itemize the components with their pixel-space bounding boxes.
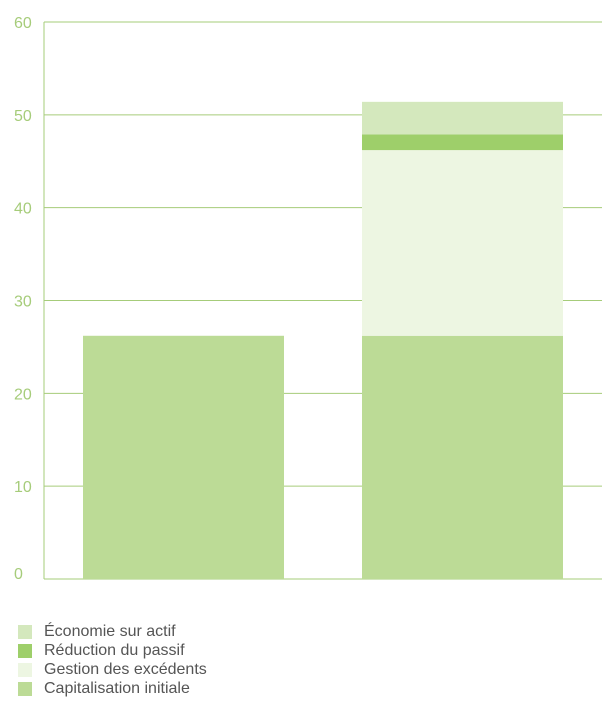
y-tick-label-10: 10 — [14, 479, 32, 496]
legend-label: Capitalisation initiale — [44, 680, 190, 697]
legend-swatch — [18, 681, 32, 696]
legend-label: Économie sur actif — [44, 623, 176, 640]
bar-segment — [362, 335, 563, 579]
bar-segment — [362, 134, 563, 151]
y-tick-label-60: 60 — [14, 15, 32, 32]
legend-item-capitalisation-initiale: Capitalisation initiale — [18, 679, 207, 698]
legend-label: Réduction du passif — [44, 642, 185, 659]
bar-segment — [83, 335, 284, 579]
legend-item-reduction-du-passif: Réduction du passif — [18, 641, 207, 660]
legend-swatch — [18, 662, 32, 677]
y-axis-tick-labels: 0 10 20 30 40 50 60 — [14, 15, 32, 583]
legend-item-economie-sur-actif: Économie sur actif — [18, 622, 207, 641]
stacked-bar-chart: 0 10 20 30 40 50 60 — [14, 15, 602, 583]
legend-swatch — [18, 643, 32, 658]
y-tick-label-50: 50 — [14, 108, 32, 125]
bar-segment — [362, 101, 563, 135]
bar-segment — [362, 150, 563, 336]
y-tick-label-40: 40 — [14, 201, 32, 218]
legend-item-gestion-des-excedents: Gestion des excédents — [18, 660, 207, 679]
legend: Économie sur actif Réduction du passif G… — [18, 622, 207, 698]
y-tick-label-20: 20 — [14, 386, 32, 403]
bars — [83, 101, 563, 579]
legend-swatch — [18, 624, 32, 639]
y-tick-label-0: 0 — [14, 566, 23, 583]
legend-label: Gestion des excédents — [44, 661, 207, 678]
y-tick-label-30: 30 — [14, 294, 32, 311]
